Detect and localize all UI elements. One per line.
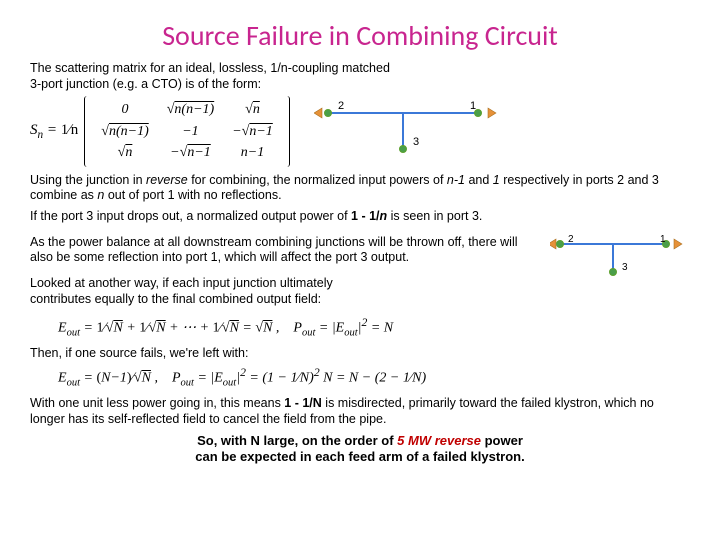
conc-red-1: 5 MW — [397, 433, 435, 448]
paragraph-5: Then, if one source fails, we're left wi… — [30, 346, 690, 362]
page-title: Source Failure in Combining Circuit — [30, 18, 690, 53]
paragraph-6: With one unit less power going in, this … — [30, 396, 690, 427]
svg-text:3: 3 — [622, 262, 628, 273]
conc-red-2: reverse — [435, 433, 481, 448]
svg-text:1: 1 — [660, 234, 666, 245]
conc-2: can be expected in each feed arm of a fa… — [195, 449, 524, 464]
title-text: Source Failure in Combining Circuit — [162, 18, 558, 53]
svg-text:2: 2 — [338, 100, 344, 112]
paragraph-2: If the port 3 input drops out, a normali… — [30, 209, 690, 225]
matrix-prefix: Sn = 1∕n — [30, 121, 78, 142]
svg-text:2: 2 — [568, 234, 574, 245]
intro-text: The scattering matrix for an ideal, loss… — [30, 61, 393, 92]
junction-diagram-2: 2 1 3 — [550, 234, 690, 285]
equation-1: Eout = 1∕√N + 1∕√N + ⋯ + 1∕√N = √N , Pou… — [58, 316, 690, 340]
matrix-and-diagram-row: Sn = 1∕n 0√n(n−1)√n√n(n−1)−1−√n−1√n−√n−1… — [30, 96, 690, 167]
junction-diagram-1: 2 1 3 — [314, 99, 514, 164]
row-para3-diagram2: As the power balance at all downstream c… — [30, 230, 690, 313]
conc-1a: So, with N large, on the order of — [197, 433, 397, 448]
svg-text:3: 3 — [413, 136, 419, 148]
scattering-matrix: Sn = 1∕n 0√n(n−1)√n√n(n−1)−1−√n−1√n−√n−1… — [30, 96, 290, 167]
paragraph-4: Looked at another way, if each input jun… — [30, 276, 388, 307]
equation-2: Eout = (N−1)∕√N , Pout = |Eout|2 = (1 − … — [58, 366, 690, 390]
svg-text:1: 1 — [470, 100, 476, 112]
paragraph-1: Using the junction in reverse for combin… — [30, 173, 690, 204]
conc-1d: power — [481, 433, 523, 448]
matrix-bracket: 0√n(n−1)√n√n(n−1)−1−√n−1√n−√n−1n−1 — [84, 96, 290, 167]
matrix-table: 0√n(n−1)√n√n(n−1)−1−√n−1√n−√n−1n−1 — [91, 98, 283, 165]
diagram2-svg: 2 1 3 — [550, 234, 690, 280]
paragraph-3: As the power balance at all downstream c… — [30, 235, 542, 266]
conclusion: So, with N large, on the order of 5 MW r… — [30, 433, 690, 466]
diagram1-svg: 2 1 3 — [314, 99, 514, 159]
